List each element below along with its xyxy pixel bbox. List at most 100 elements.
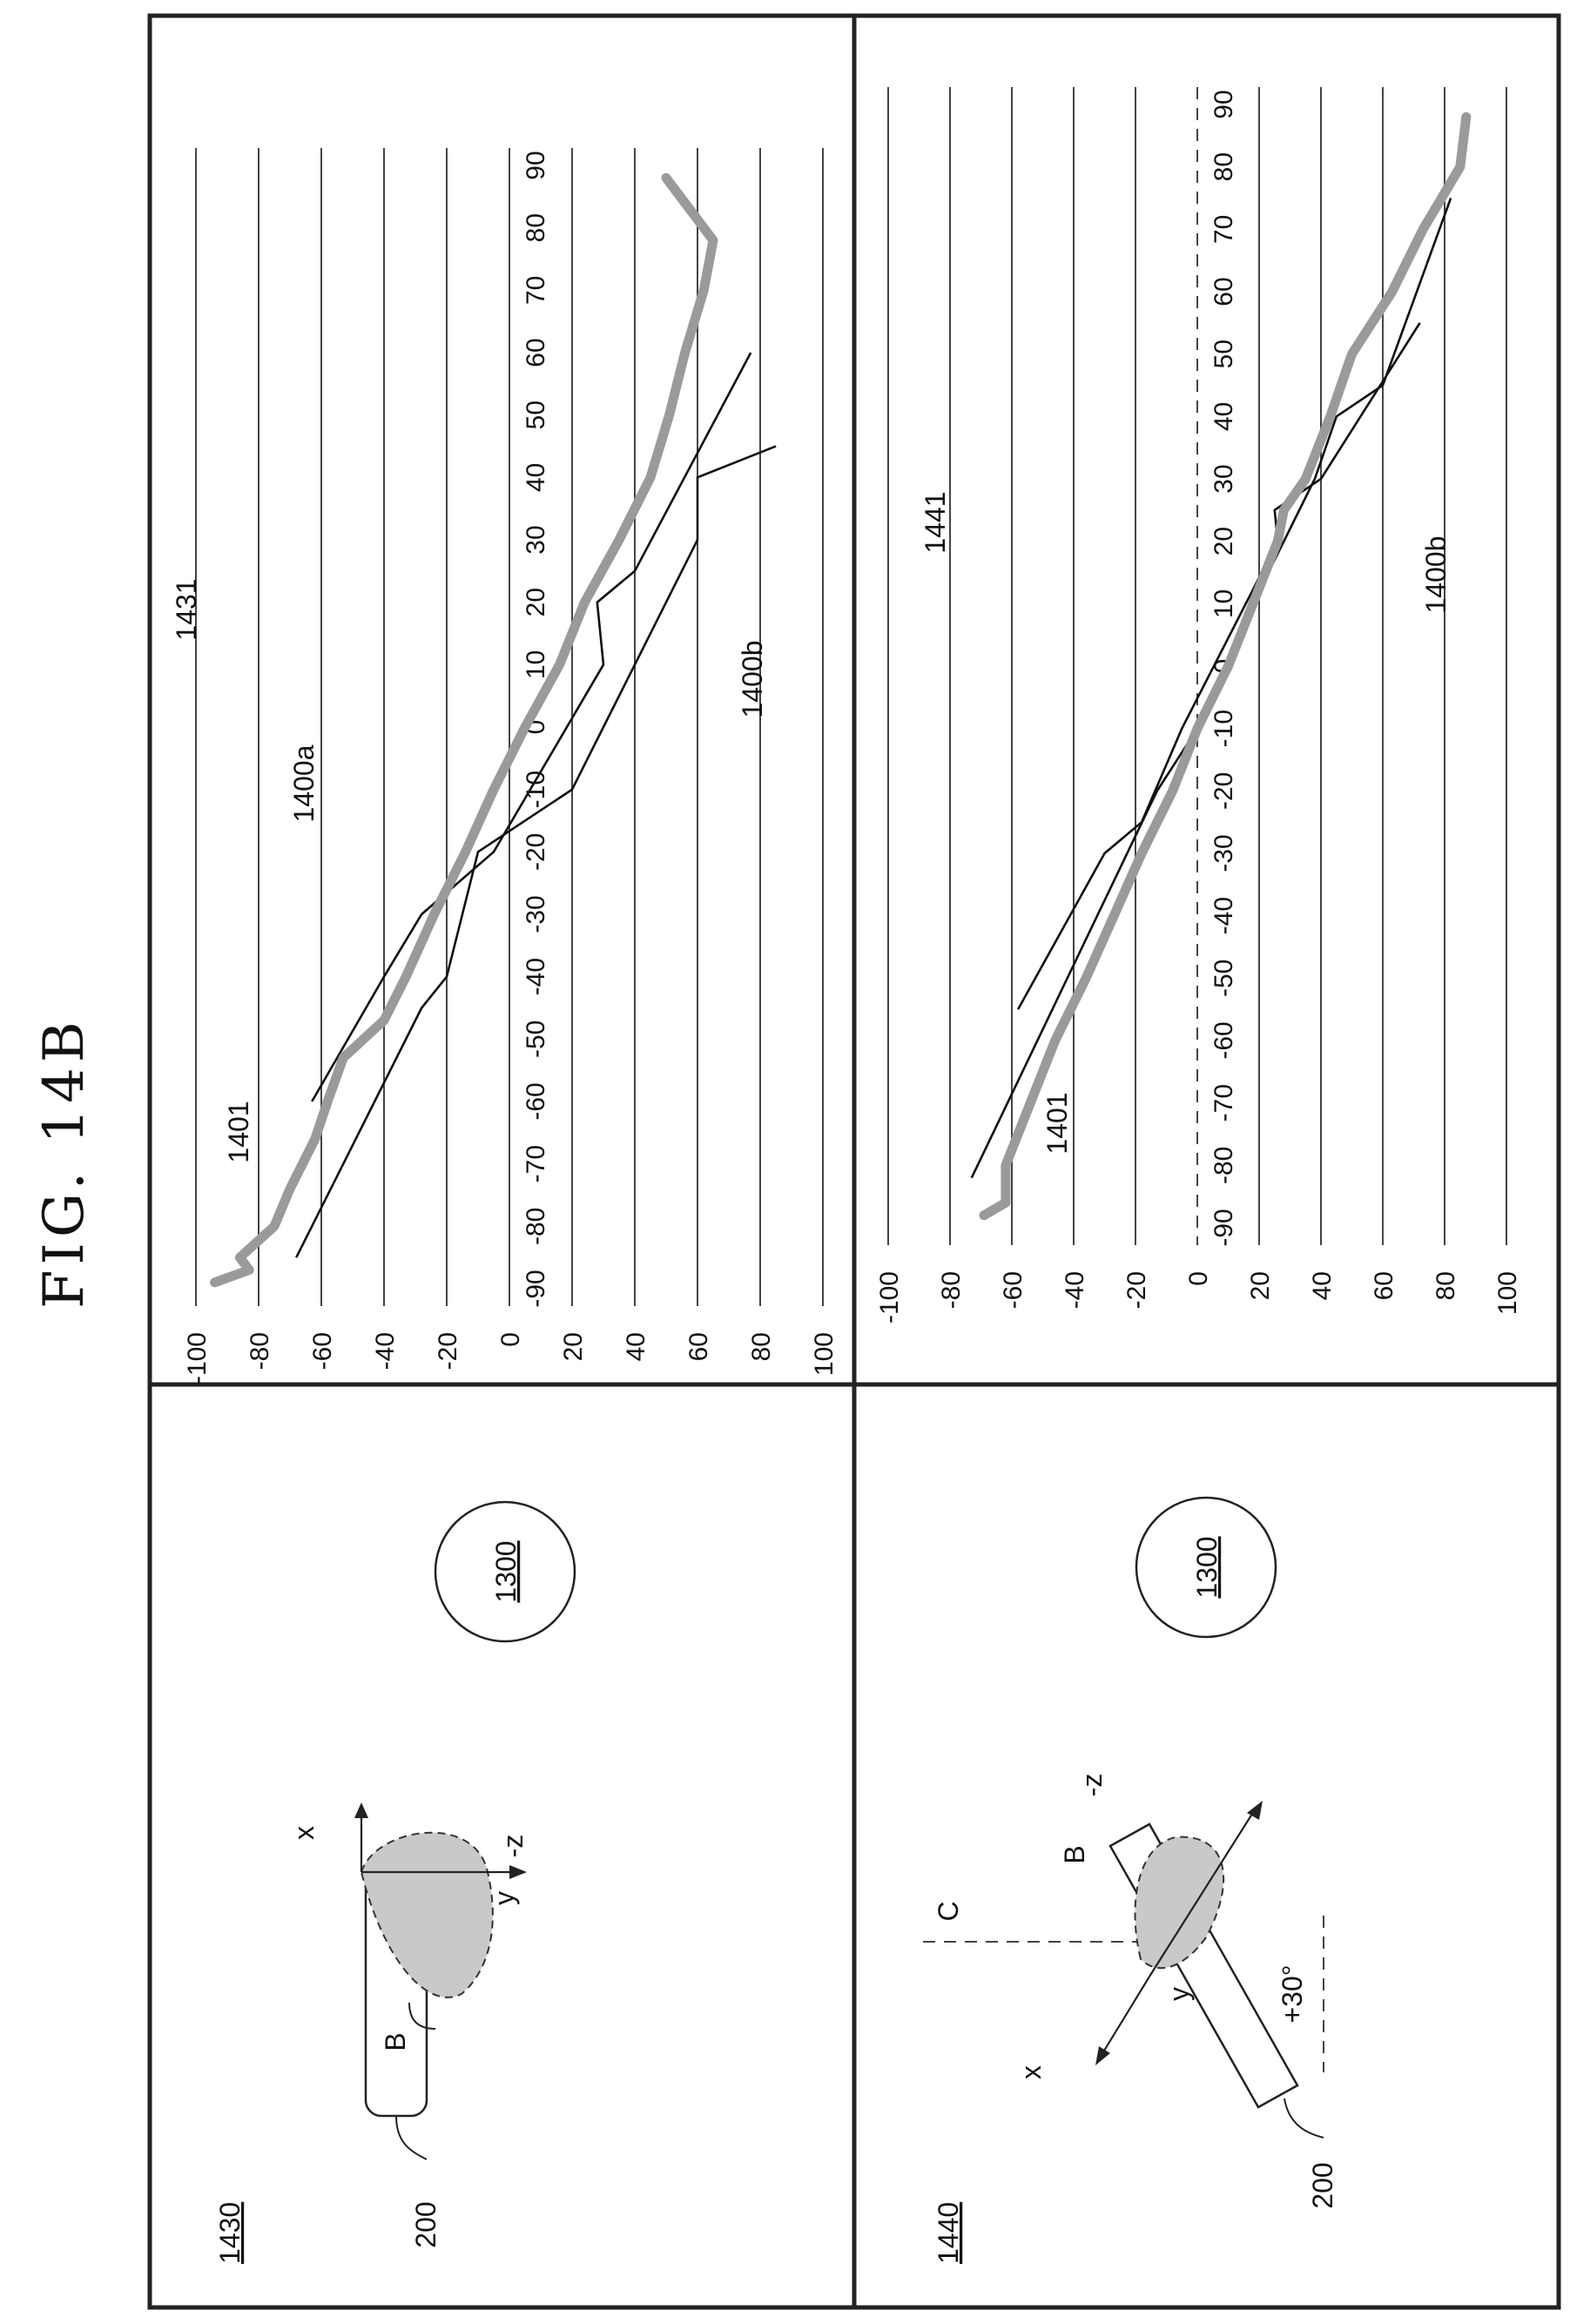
y-tick-label: -40: [371, 1332, 400, 1370]
x-axis-arrow-tilted: [1101, 1976, 1150, 2056]
x-tick-label: -30: [1210, 834, 1238, 872]
x-tick-label: 60: [1210, 277, 1238, 306]
y-tick-label: -60: [999, 1271, 1028, 1309]
x-tick-label: 80: [1210, 152, 1238, 181]
x-tick-label: 50: [522, 401, 550, 429]
x-tick-label: -70: [522, 1145, 550, 1182]
axis-y-label-tilted: y: [1163, 1987, 1195, 2001]
x-tick-label: 70: [1210, 215, 1238, 244]
center-ref-label: C: [933, 1901, 964, 1921]
y-tick-label: -100: [183, 1332, 212, 1384]
device-ref-label: 200: [410, 2201, 441, 2247]
x-tick-label: 10: [522, 650, 550, 679]
x-tick-label: 20: [522, 588, 550, 616]
chart-1440: 100 80 60 40 20 0 -20 -40 -60 -80 -100 -90 -80 -70 -60…: [875, 87, 1522, 1324]
y-tick-label: 40: [622, 1332, 650, 1361]
y-tick-label: -80: [937, 1271, 966, 1309]
ref-label-series_main: 1400a: [288, 744, 320, 822]
y-tick-label: 100: [1493, 1271, 1522, 1315]
x-tick-label: -60: [1210, 1021, 1238, 1059]
ref-label-axis_ref: 1401: [1041, 1092, 1073, 1154]
y-tick-label: -80: [246, 1332, 274, 1370]
panel-label-1440: 1440: [933, 2202, 964, 2264]
x-tick-label: -20: [1210, 772, 1238, 810]
y-tick-label: -100: [875, 1271, 904, 1324]
angle-label: +30°: [1277, 1964, 1308, 2023]
x-tick-label: 30: [522, 525, 550, 554]
z-axis-arrow-tilted: [1149, 1810, 1255, 1977]
x-tick-label: 30: [1210, 464, 1238, 493]
x-tick-label: -60: [522, 1082, 550, 1120]
y-tick-label: 80: [747, 1332, 776, 1361]
y-tick-label: -60: [308, 1332, 337, 1370]
y-tick-label: -20: [1122, 1271, 1151, 1309]
x-tick-label: 80: [522, 213, 550, 242]
x-tick-label: -50: [522, 1021, 550, 1058]
x-tick-label: 70: [522, 276, 550, 305]
obstacle-1300-right: [1135, 1496, 1277, 1639]
series-lower-line: [295, 445, 777, 1258]
x-tick-label: 10: [1210, 589, 1238, 618]
obstacle-ref-label: 1300: [490, 1540, 522, 1602]
leader-200-tilted: [1284, 2098, 1324, 2139]
axis-x-label: x: [288, 1826, 320, 1840]
x-tick-label: -10: [522, 771, 550, 808]
x-tick-label: -90: [522, 1270, 550, 1307]
y-tick-label: 60: [684, 1332, 713, 1361]
x-tick-label: -50: [1210, 960, 1238, 997]
z-axis-arrowhead-tilted: [1247, 1801, 1263, 1820]
axis-z-label-tilted: -z: [1076, 1774, 1108, 1797]
chart-1430: 100 80 60 40 20 0 -20 -40 -60 -80 -100 -90 -80 -70 -60…: [171, 148, 839, 1384]
x-tick-label: 90: [522, 151, 550, 179]
x-tick-label: 60: [522, 338, 550, 367]
ref-label-series_lower: 1400b: [737, 641, 768, 718]
series-lower-line: [970, 198, 1452, 1179]
beam-lobe-b: [360, 1831, 494, 1998]
figure-title: FIG. 14B: [32, 1016, 97, 1309]
series-measured-line: [979, 111, 1472, 1221]
x-tick-label: -40: [1210, 897, 1238, 934]
beam-lobe-b-tilted: [1134, 1836, 1225, 1970]
panel-1430: 1430 200 B x -z y 1300: [214, 1500, 576, 2264]
y-tick-label: 100: [810, 1332, 839, 1376]
y-tick-label: 0: [1184, 1271, 1213, 1286]
z-axis-arrowhead: [509, 1865, 527, 1879]
axis-y-label: y: [489, 1891, 520, 1905]
ref-label-measured: 1441: [920, 491, 951, 553]
y-tick-label: 80: [1432, 1271, 1460, 1300]
ref-label-measured: 1431: [171, 578, 202, 640]
x-axis-arrowhead-tilted: [1095, 2046, 1110, 2065]
panel-label-1430: 1430: [214, 2202, 246, 2264]
x-tick-label: -40: [522, 958, 550, 995]
x-tick-label: -80: [522, 1208, 550, 1245]
x-tick-label: -90: [1210, 1209, 1238, 1246]
beam-ref-label-tilted: B: [1059, 1845, 1090, 1863]
beam-ref-label: B: [380, 2032, 411, 2051]
y-tick-label: -40: [1061, 1271, 1089, 1309]
y-tick-label: 60: [1370, 1271, 1398, 1300]
ref-label-axis_ref: 1401: [223, 1101, 254, 1162]
x-tick-label: -80: [1210, 1147, 1238, 1184]
x-tick-label: 90: [1210, 90, 1238, 118]
y-tick-label: 40: [1308, 1271, 1337, 1300]
x-tick-label: -30: [522, 895, 550, 933]
x-tick-label: 40: [522, 463, 550, 492]
x-tick-label: 20: [1210, 527, 1238, 556]
obstacle-1300: [434, 1500, 576, 1643]
axis-z-label: -z: [497, 1835, 529, 1858]
series-measured-line: [210, 172, 718, 1288]
x-tick-label: -20: [522, 833, 550, 871]
panel-1440: 1440 C 200 B x -z y +30° 1300: [923, 1496, 1338, 2264]
y-tick-label: -20: [434, 1332, 462, 1370]
obstacle-ref-label-right: 1300: [1191, 1536, 1223, 1598]
leader-200: [395, 2115, 428, 2160]
y-tick-label: 20: [1246, 1271, 1275, 1300]
ref-label-series_lower: 1400b: [1420, 536, 1452, 614]
y-tick-label: 0: [496, 1332, 525, 1347]
series-upper-line: [311, 352, 752, 1102]
axis-x-label-tilted: x: [1015, 2065, 1047, 2079]
x-tick-label: -10: [1210, 710, 1238, 747]
y-tick-label: 20: [559, 1332, 588, 1361]
x-tick-label: 50: [1210, 340, 1238, 368]
